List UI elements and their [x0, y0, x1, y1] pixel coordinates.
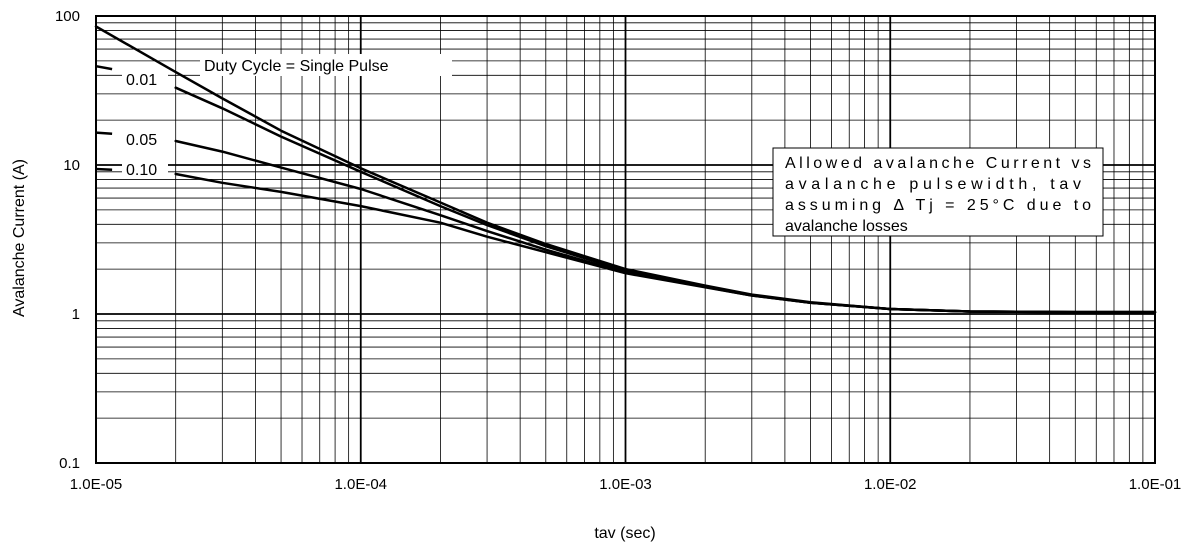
single-pulse-label-bg	[200, 54, 452, 76]
annotation-line-4: avalanche losses	[785, 218, 908, 235]
series-line-3	[174, 172, 1157, 314]
y-tick-label: 100	[55, 8, 80, 25]
x-tick-label: 1.0E-03	[599, 476, 652, 493]
x-tick-label: 1.0E-05	[70, 476, 123, 493]
duty-005-label-bg	[122, 129, 166, 149]
x-tick-label: 1.0E-01	[1129, 476, 1182, 493]
duty-010-label-bg	[122, 159, 168, 179]
series-labels: Duty Cycle = Single Pulse 0.01 0.05 0.10	[122, 54, 452, 179]
y-tick-label: 0.1	[59, 455, 80, 472]
x-tick-label: 1.0E-02	[864, 476, 917, 493]
series-stub-2	[95, 167, 113, 171]
major-grid	[96, 16, 1155, 463]
duty-005-label: 0.05	[126, 132, 157, 149]
duty-001-label-bg	[122, 69, 168, 89]
series-lines	[94, 25, 1157, 314]
y-tick-label: 1	[72, 306, 80, 323]
y-axis-label: Avalanche Current (A)	[11, 159, 28, 317]
annotation-frame	[772, 147, 1104, 237]
x-axis-label: tav (sec)	[594, 525, 655, 542]
series-stub-0	[95, 64, 113, 71]
duty-010-label: 0.10	[126, 162, 157, 179]
y-tick-labels: 0.1 1 10 100	[55, 8, 80, 472]
annotation-box: Allowed avalanche Current vs avalanche p…	[772, 147, 1104, 237]
annotation-line-1: Allowed avalanche Current vs	[785, 155, 1091, 172]
duty-001-label: 0.01	[126, 72, 157, 89]
single-pulse-label: Duty Cycle = Single Pulse	[204, 58, 389, 75]
series-stub-1	[95, 131, 113, 136]
y-tick-label: 10	[63, 157, 80, 174]
x-tick-label: 1.0E-04	[334, 476, 387, 493]
x-tick-labels: 1.0E-05 1.0E-04 1.0E-03 1.0E-02 1.0E-01	[70, 476, 1182, 493]
plot-frame	[95, 15, 1156, 464]
